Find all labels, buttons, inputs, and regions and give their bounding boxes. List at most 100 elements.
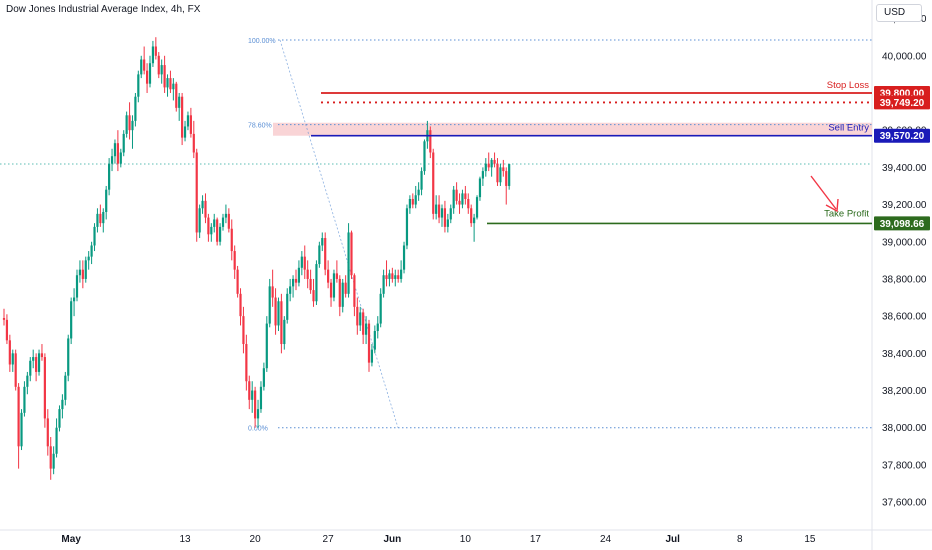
candle[interactable] bbox=[236, 265, 239, 298]
candle[interactable] bbox=[116, 130, 119, 172]
candle[interactable] bbox=[461, 189, 464, 209]
candle[interactable] bbox=[93, 223, 96, 252]
candle[interactable] bbox=[40, 344, 44, 361]
candle[interactable] bbox=[17, 383, 20, 469]
candle[interactable] bbox=[8, 334, 11, 372]
candle[interactable] bbox=[46, 409, 49, 456]
candle[interactable] bbox=[312, 278, 315, 307]
candle[interactable] bbox=[70, 297, 73, 345]
candle[interactable] bbox=[341, 278, 344, 313]
candle[interactable] bbox=[435, 195, 438, 220]
candle[interactable] bbox=[338, 275, 341, 317]
candle[interactable] bbox=[350, 230, 353, 279]
candle[interactable] bbox=[186, 111, 190, 131]
candle[interactable] bbox=[502, 159, 505, 177]
candle[interactable] bbox=[233, 245, 236, 279]
candle[interactable] bbox=[154, 37, 157, 60]
candle[interactable] bbox=[467, 193, 470, 214]
price-tag[interactable]: 39,570.20 bbox=[874, 128, 930, 143]
candle[interactable] bbox=[382, 269, 385, 298]
candle[interactable] bbox=[440, 204, 444, 227]
candle[interactable] bbox=[239, 288, 242, 326]
candle[interactable] bbox=[49, 437, 52, 480]
candle[interactable] bbox=[356, 297, 359, 335]
candle[interactable] bbox=[256, 399, 260, 428]
candle[interactable] bbox=[87, 251, 90, 270]
candle[interactable] bbox=[423, 139, 426, 175]
candle[interactable] bbox=[478, 176, 482, 201]
candle[interactable] bbox=[224, 204, 228, 224]
candle[interactable] bbox=[166, 74, 169, 97]
candle[interactable] bbox=[376, 316, 379, 339]
candle[interactable] bbox=[221, 213, 225, 231]
candle[interactable] bbox=[181, 92, 184, 146]
candle[interactable] bbox=[397, 269, 400, 283]
candle[interactable] bbox=[201, 195, 204, 214]
candle[interactable] bbox=[379, 288, 382, 328]
candle[interactable] bbox=[163, 55, 166, 93]
candle[interactable] bbox=[128, 102, 131, 140]
candle[interactable] bbox=[294, 269, 298, 291]
candle[interactable] bbox=[291, 275, 295, 298]
candle[interactable] bbox=[408, 195, 411, 214]
candle[interactable] bbox=[306, 260, 309, 289]
candle[interactable] bbox=[251, 381, 254, 413]
candle[interactable] bbox=[37, 349, 41, 376]
candle[interactable] bbox=[122, 130, 125, 157]
candle[interactable] bbox=[344, 275, 347, 298]
candle[interactable] bbox=[508, 163, 511, 190]
candle[interactable] bbox=[449, 204, 452, 224]
candle[interactable] bbox=[446, 213, 449, 233]
price-tag[interactable]: 39,098.66 bbox=[874, 216, 930, 231]
candle[interactable] bbox=[265, 316, 268, 372]
candle[interactable] bbox=[464, 185, 467, 205]
candle[interactable] bbox=[43, 353, 46, 428]
candle[interactable] bbox=[78, 260, 82, 283]
candle[interactable] bbox=[218, 223, 222, 246]
candle[interactable] bbox=[481, 167, 484, 186]
candle[interactable] bbox=[67, 334, 70, 382]
candle[interactable] bbox=[172, 78, 175, 101]
candle[interactable] bbox=[140, 55, 143, 79]
price-tag[interactable]: 39,749.20 bbox=[874, 95, 930, 110]
candle[interactable] bbox=[81, 260, 84, 289]
candle[interactable] bbox=[394, 269, 397, 287]
candle[interactable] bbox=[227, 208, 230, 233]
candle[interactable] bbox=[75, 269, 79, 302]
candle[interactable] bbox=[332, 269, 336, 302]
candle[interactable] bbox=[148, 55, 152, 88]
candle[interactable] bbox=[151, 40, 155, 67]
candle[interactable] bbox=[405, 204, 409, 250]
candle[interactable] bbox=[318, 241, 321, 268]
candle[interactable] bbox=[271, 269, 274, 307]
candle[interactable] bbox=[183, 120, 187, 142]
candle[interactable] bbox=[2, 308, 6, 326]
candle[interactable] bbox=[143, 46, 146, 75]
candle[interactable] bbox=[213, 213, 216, 233]
candle[interactable] bbox=[443, 200, 447, 233]
candle[interactable] bbox=[58, 405, 61, 432]
candle[interactable] bbox=[157, 52, 160, 79]
candle[interactable] bbox=[297, 260, 301, 287]
candle[interactable] bbox=[259, 381, 263, 413]
candle[interactable] bbox=[216, 217, 219, 246]
candle[interactable] bbox=[402, 241, 406, 274]
candle[interactable] bbox=[315, 260, 318, 305]
candle[interactable] bbox=[280, 293, 283, 354]
candle[interactable] bbox=[420, 167, 423, 196]
candle[interactable] bbox=[370, 344, 374, 367]
candle[interactable] bbox=[327, 260, 330, 289]
candle[interactable] bbox=[11, 349, 14, 372]
candle[interactable] bbox=[137, 70, 140, 103]
candle[interactable] bbox=[32, 349, 35, 369]
candle[interactable] bbox=[490, 158, 493, 177]
candle[interactable] bbox=[72, 288, 76, 317]
candle[interactable] bbox=[286, 288, 289, 324]
candle[interactable] bbox=[432, 148, 435, 220]
candle[interactable] bbox=[5, 314, 9, 345]
candle[interactable] bbox=[303, 245, 306, 279]
candle[interactable] bbox=[14, 349, 17, 391]
candle[interactable] bbox=[452, 185, 455, 214]
candle[interactable] bbox=[207, 213, 210, 242]
candle[interactable] bbox=[210, 223, 213, 242]
